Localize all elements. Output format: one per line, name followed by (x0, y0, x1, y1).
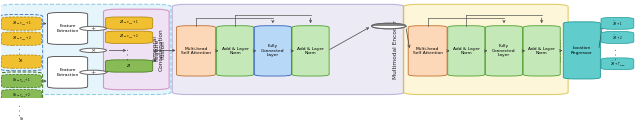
FancyBboxPatch shape (216, 26, 253, 76)
Text: Multimodal Encoder: Multimodal Encoder (394, 20, 399, 79)
Text: $\hat{X}_{t+T_{pred}}$: $\hat{X}_{t+T_{pred}}$ (609, 60, 625, 68)
Text: $X_{t-\tau_{obs}+2}$: $X_{t-\tau_{obs}+2}$ (12, 35, 31, 43)
Text: $\hat{X}_{t+2}$: $\hat{X}_{t+2}$ (612, 33, 623, 42)
FancyBboxPatch shape (254, 26, 291, 76)
Text: · · ·: · · · (17, 47, 26, 59)
Text: $X_t$: $X_t$ (19, 58, 24, 65)
FancyBboxPatch shape (601, 17, 634, 29)
Text: · · ·: · · · (125, 48, 134, 60)
FancyBboxPatch shape (106, 31, 153, 43)
Text: Location
Decoder: Location Decoder (552, 37, 563, 62)
Text: +: + (90, 26, 96, 31)
FancyBboxPatch shape (408, 26, 447, 76)
Text: Multi-head
Self Attention: Multi-head Self Attention (181, 47, 211, 55)
Text: Feature
Extraction: Feature Extraction (56, 68, 79, 77)
Circle shape (80, 48, 106, 53)
FancyBboxPatch shape (563, 22, 600, 79)
Text: $Z_t$: $Z_t$ (126, 62, 132, 70)
FancyBboxPatch shape (1, 55, 42, 68)
Text: $Z_{t-\tau_{obs}+1}$: $Z_{t-\tau_{obs}+1}$ (119, 19, 139, 27)
FancyBboxPatch shape (485, 26, 522, 76)
FancyBboxPatch shape (106, 60, 153, 72)
FancyBboxPatch shape (1, 32, 42, 45)
FancyBboxPatch shape (47, 56, 88, 88)
Text: · · ·: · · · (17, 104, 26, 116)
Text: Multi-head
Self Attention: Multi-head Self Attention (413, 47, 443, 55)
FancyBboxPatch shape (601, 32, 634, 43)
Text: · · ·: · · · (613, 48, 622, 60)
FancyBboxPatch shape (403, 4, 568, 95)
FancyBboxPatch shape (448, 26, 485, 76)
FancyBboxPatch shape (292, 26, 329, 76)
Text: +: + (90, 70, 96, 75)
Text: $S_{t-\tau_{obs}+1}$: $S_{t-\tau_{obs}+1}$ (12, 77, 31, 85)
Text: ×: × (90, 48, 96, 53)
Wedge shape (372, 26, 406, 29)
Circle shape (80, 70, 106, 74)
FancyBboxPatch shape (1, 112, 42, 123)
FancyBboxPatch shape (1, 90, 42, 103)
Wedge shape (372, 23, 406, 26)
Circle shape (80, 26, 106, 31)
FancyBboxPatch shape (523, 26, 560, 76)
FancyBboxPatch shape (106, 17, 153, 29)
Text: $S_t$: $S_t$ (19, 115, 24, 123)
Text: Fully
Connected
Layer: Fully Connected Layer (261, 44, 285, 57)
Text: $Z_{t-\tau_{obs}+2}$: $Z_{t-\tau_{obs}+2}$ (119, 33, 139, 41)
FancyBboxPatch shape (172, 4, 404, 95)
Text: Add & Layer
Norm: Add & Layer Norm (453, 47, 480, 55)
Text: Feature
Fusion: Feature Fusion (155, 38, 166, 61)
FancyBboxPatch shape (1, 74, 42, 88)
FancyBboxPatch shape (601, 58, 634, 70)
FancyBboxPatch shape (104, 9, 169, 90)
Text: $X_{t-\tau_{obs}+1}$: $X_{t-\tau_{obs}+1}$ (12, 20, 31, 28)
Text: Feature
Extraction: Feature Extraction (56, 24, 79, 33)
FancyBboxPatch shape (0, 4, 171, 95)
FancyBboxPatch shape (1, 17, 42, 30)
Text: Add & Layer
Norm: Add & Layer Norm (528, 47, 555, 55)
Text: $\hat{X}_{t+1}$: $\hat{X}_{t+1}$ (612, 19, 623, 28)
Text: Add & Layer
Norm: Add & Layer Norm (221, 47, 248, 55)
Text: Location
Regressor: Location Regressor (571, 46, 593, 55)
Circle shape (372, 23, 406, 29)
Text: Temporal
Concatenation: Temporal Concatenation (153, 28, 164, 71)
Text: $S_{t-\tau_{obs}+2}$: $S_{t-\tau_{obs}+2}$ (12, 92, 31, 100)
FancyBboxPatch shape (177, 26, 216, 76)
Text: Fully
Connected
Layer: Fully Connected Layer (492, 44, 516, 57)
FancyBboxPatch shape (47, 13, 88, 44)
Text: Add & Layer
Norm: Add & Layer Norm (297, 47, 324, 55)
